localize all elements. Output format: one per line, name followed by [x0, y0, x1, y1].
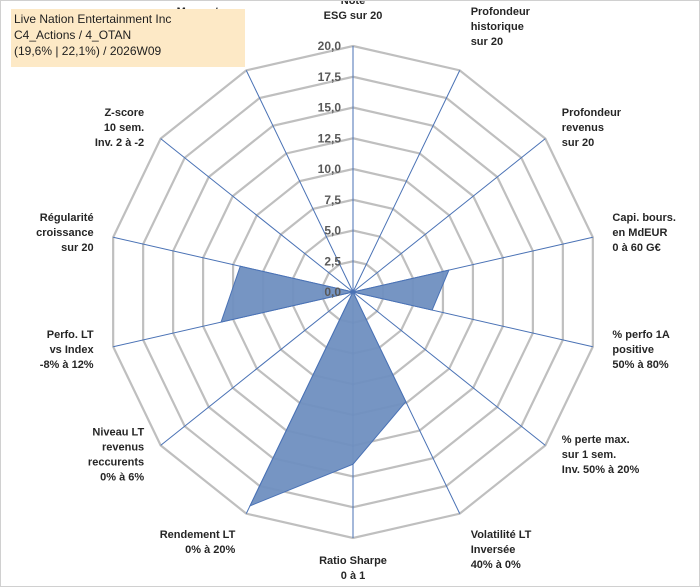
axis-label: Rendement LT 0% à 20% [160, 529, 236, 556]
axis-label-line: Rendement LT [160, 529, 236, 541]
axis-spoke [160, 291, 354, 446]
axis-label-line: reccurents [88, 456, 144, 468]
tick-label: 0,0 [324, 285, 341, 299]
axis-label-line: Niveau LT [92, 426, 144, 438]
axis-label-line: revenus [562, 122, 604, 134]
axis-label-line: sur 20 [61, 242, 93, 254]
axis-label-line: sur 20 [562, 137, 594, 149]
axis-label: Note ESG sur 20 [324, 1, 383, 22]
axis-spoke [352, 70, 461, 293]
axis-spoke [245, 70, 354, 293]
axis-label-line: Inv. 50% à 20% [562, 464, 640, 476]
tick-label: 15,0 [318, 101, 342, 115]
tick-label: 10,0 [318, 162, 342, 176]
axis-spoke [160, 138, 354, 293]
axis-label-line: Capi. bours. [612, 212, 676, 224]
data-series-area [220, 265, 450, 507]
axis-spoke [352, 138, 546, 293]
axis-label: Ratio Sharpe 0 à 1 [319, 555, 387, 582]
title-category: C4_Actions / 4_OTAN [14, 28, 132, 42]
axis-label-line: -8% à 12% [40, 359, 94, 371]
axis-label: Volatilité LT Inversée 40% à 0% [471, 529, 532, 571]
axis-label: Z-score 10 sem. Inv. 2 à -2 [95, 107, 144, 149]
axis-label: % perfo 1A positive 50% à 80% [612, 329, 670, 371]
axis-label: Profondeur historique sur 20 [471, 6, 531, 48]
axis-label-line: 0 à 1 [341, 570, 365, 582]
axis-label-line: 0% à 6% [100, 471, 144, 483]
axis-label-line: 0% à 20% [185, 544, 235, 556]
axis-label: Profondeur revenus sur 20 [562, 107, 622, 149]
axis-label-line: Profondeur [471, 6, 531, 18]
axis-label-line: Note [341, 1, 365, 7]
axis-label-line: sur 1 sem. [562, 449, 616, 461]
axis-label-line: Perfo. LT [47, 329, 94, 341]
axis-label-line: Inversée [471, 544, 516, 556]
axis-label-line: 0 à 60 G€ [612, 242, 660, 254]
axis-label-line: positive [612, 344, 654, 356]
axis-label-line: % perfo 1A [612, 329, 670, 341]
axis-label: Régularité croissance sur 20 [36, 212, 93, 254]
axis-label-line: Z-score [104, 107, 144, 119]
axis-label-line: croissance [36, 227, 93, 239]
axis-label: Capi. bours. en MdEUR 0 à 60 G€ [612, 212, 676, 254]
axis-label-line: Inv. 2 à -2 [95, 137, 144, 149]
title-company: Live Nation Entertainment Inc [14, 12, 172, 26]
tick-label: 17,5 [318, 70, 342, 84]
tick-label: 7,5 [324, 193, 341, 207]
axis-label-line: % perte max. [562, 434, 630, 446]
axis-label: Perfo. LT vs Index -8% à 12% [40, 329, 95, 371]
axis-label-line: vs Index [50, 344, 95, 356]
axis-label-line: sur 20 [471, 36, 503, 48]
chart-title-box: Live Nation Entertainment Inc C4_Actions… [11, 9, 245, 67]
axis-label-line: 10 sem. [104, 122, 144, 134]
tick-label: 5,0 [324, 224, 341, 238]
tick-label: 20,0 [318, 39, 342, 53]
axis-label-line: en MdEUR [612, 227, 667, 239]
axis-label: % perte max. sur 1 sem. Inv. 50% à 20% [562, 434, 640, 476]
axis-label-line: Régularité [40, 212, 94, 224]
axis-label-line: 40% à 0% [471, 559, 521, 571]
axis-spoke [352, 291, 546, 446]
tick-label: 12,5 [318, 131, 342, 145]
axis-label-line: 50% à 80% [612, 359, 668, 371]
axis-label: Niveau LT revenus reccurents 0% à 6% [88, 426, 145, 483]
axis-label-line: Profondeur [562, 107, 622, 119]
axis-label-line: Ratio Sharpe [319, 555, 387, 567]
axis-label-line: historique [471, 21, 524, 33]
title-scores: (19,6% | 22,1%) / 2026W09 [14, 44, 162, 58]
tick-label: 2,5 [324, 254, 341, 268]
axis-label-line: Volatilité LT [471, 529, 532, 541]
axis-label-line: revenus [102, 441, 144, 453]
axis-label-line: ESG sur 20 [324, 10, 383, 22]
